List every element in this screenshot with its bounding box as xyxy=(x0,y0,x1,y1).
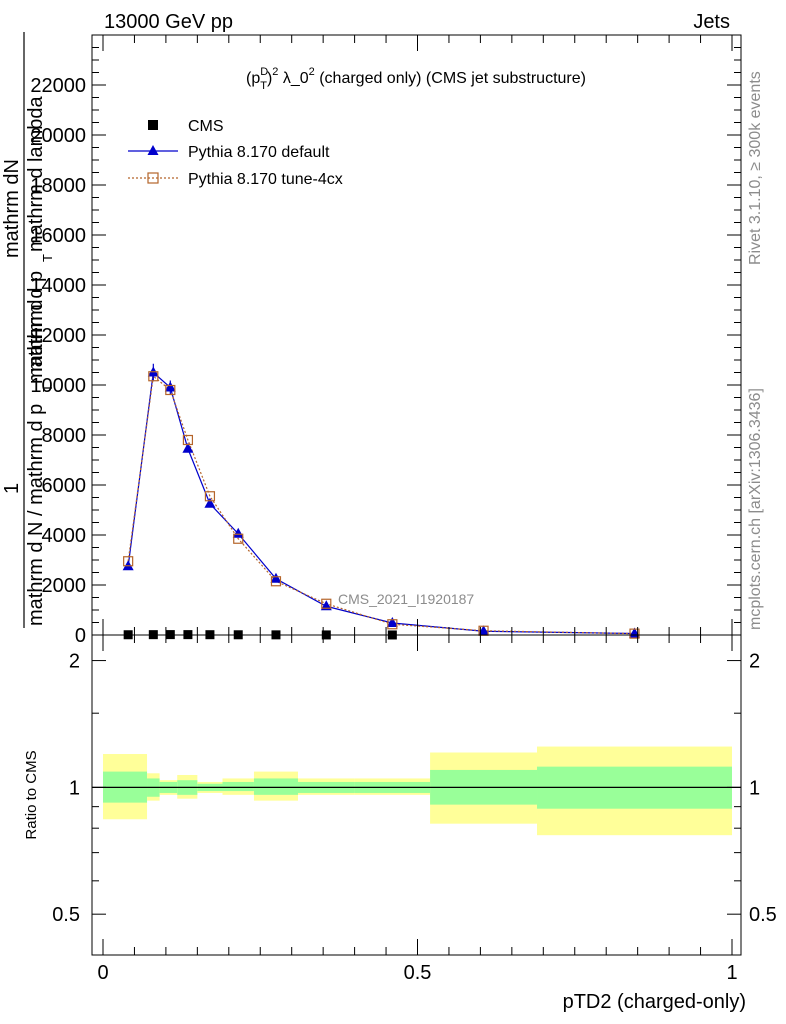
main-y-tick-label: 20000 xyxy=(30,125,86,147)
title-sup: D xyxy=(260,66,268,78)
ratio-axes: 0.5 0.5 1 1 2 2 0 0.5 1 xyxy=(52,634,777,984)
main-y-tick-label: 2000 xyxy=(42,575,87,597)
title-close: ) xyxy=(267,70,272,87)
main-y-tick-label: 10000 xyxy=(30,375,86,397)
tune-point xyxy=(387,619,398,630)
main-y-tick-label: 12000 xyxy=(30,325,86,347)
x-axis-label: pTD2 (charged-only) xyxy=(563,991,746,1013)
x-tick-label: 1 xyxy=(726,962,737,984)
ylabel-top: mathrm dN xyxy=(1,159,23,258)
ratio-y-axis-label: Ratio to CMS xyxy=(23,750,40,839)
title-exp2: 2 xyxy=(309,66,315,78)
ratio-inner-band xyxy=(222,781,254,792)
x-tick-label: 0 xyxy=(97,962,108,984)
ratio-y-tick-label: 2 xyxy=(69,651,80,673)
main-title: (pD T)2 λ_02 (charged only) (CMS jet subs… xyxy=(246,66,586,92)
default-point xyxy=(164,381,176,392)
tune-point xyxy=(165,384,176,396)
title-sub: T xyxy=(260,80,267,92)
ratio-inner-band xyxy=(253,778,298,795)
title-base: (p xyxy=(246,70,260,87)
main-axes: 0 2000 4000 6000 8000 10000 12000 14000 16000 180… xyxy=(30,34,742,647)
title-rest: λ_0 xyxy=(278,70,308,87)
ratio-y-tick-label: 0.5 xyxy=(52,904,80,926)
main-y-axis-label: mathrm dN mathrm d p T mathrm d lambda 1… xyxy=(1,32,55,628)
x-tick-label: 0.5 xyxy=(404,962,432,984)
legend: CMS Pythia 8.170 default Pythia 8.170 tune… xyxy=(128,118,343,188)
legend-marker-tune xyxy=(147,172,159,184)
default-point xyxy=(270,572,282,583)
tune-point xyxy=(321,598,332,609)
ylabel-bottom-sub: T xyxy=(40,384,55,392)
default-point xyxy=(386,617,398,627)
tune-point xyxy=(233,533,244,544)
main-y-tick-label: 0 xyxy=(75,625,86,647)
ratio-y-tick-label-right: 1 xyxy=(749,777,760,799)
ylabel-bottom-tail: mathrm d xyxy=(25,300,47,384)
tune-point xyxy=(629,628,640,639)
analysis-watermark: CMS_2021_I1920187 xyxy=(338,591,474,607)
ratio-y-tick-label-right: 0.5 xyxy=(749,904,777,926)
tune-point xyxy=(123,556,134,567)
ylabel-sub: T xyxy=(40,254,55,262)
ratio-bands xyxy=(92,746,741,836)
ylabel-bottom: mathrm d N / mathrm d p xyxy=(25,404,47,626)
legend-label: Pythia 8.170 default xyxy=(188,144,330,161)
ylabel-top2: mathrm d p xyxy=(25,271,47,372)
main-y-tick-label: 14000 xyxy=(30,275,86,297)
title-exp: 2 xyxy=(272,66,278,78)
ratio-frame xyxy=(91,634,742,956)
ratio-y-tick-label-right: 2 xyxy=(749,651,760,673)
default-point xyxy=(182,442,194,453)
mcplots-label: mcplots.cern.ch [arXiv:1306.3436] xyxy=(747,388,764,630)
main-y-tick-label: 22000 xyxy=(30,75,86,97)
main-y-tick-label: 4000 xyxy=(42,525,87,547)
main-y-tick-label: 16000 xyxy=(30,225,86,247)
tune-point xyxy=(148,371,159,382)
legend-marker-cms xyxy=(148,120,158,130)
main-y-tick-label: 18000 xyxy=(30,175,86,197)
rivet-label: Rivet 3.1.10, ≥ 300k events xyxy=(747,71,764,265)
ylabel-top3: mathrm d lambda xyxy=(25,96,47,252)
series-line-2 xyxy=(127,375,635,635)
ylabel-one: 1 xyxy=(1,483,23,494)
legend-marker-default xyxy=(147,145,159,155)
main-y-tick-label: 8000 xyxy=(42,425,87,447)
header-left: 13000 GeV pp xyxy=(104,11,233,33)
main-y-tick-label: 6000 xyxy=(42,475,87,497)
ratio-y-tick-label: 1 xyxy=(69,777,80,799)
tune-point xyxy=(270,576,282,587)
tune-point xyxy=(204,491,216,502)
default-point xyxy=(204,497,216,508)
legend-label: Pythia 8.170 tune-4cx xyxy=(188,171,343,188)
legend-label: CMS xyxy=(188,118,224,135)
header-right: Jets xyxy=(693,11,730,33)
title-tail: (charged only) (CMS jet substructure) xyxy=(315,70,586,87)
default-point xyxy=(232,527,244,538)
tune-point xyxy=(182,434,194,446)
